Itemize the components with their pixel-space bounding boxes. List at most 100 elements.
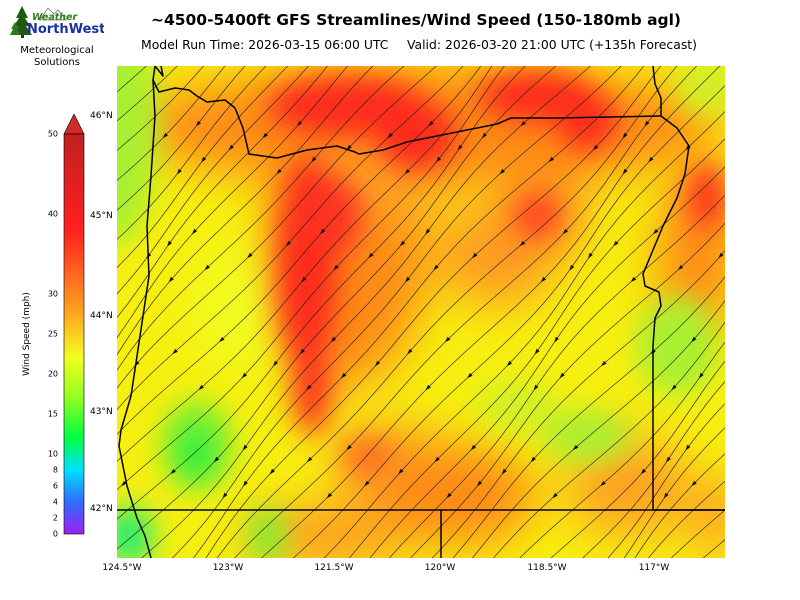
streamline-arrow [425, 384, 431, 391]
streamline-arrow [213, 456, 220, 463]
streamline-arrow [340, 372, 347, 379]
streamline-arrow [559, 372, 565, 379]
latitude-label: 43°N [90, 407, 113, 417]
streamline-arrow [296, 120, 303, 127]
streamline-arrow [387, 132, 393, 139]
streamline-arrow [540, 276, 547, 283]
streamline-arrow [436, 156, 442, 163]
colorbar-tick-label: 10 [47, 449, 58, 459]
streamline-arrow [601, 360, 607, 367]
streamline-arrow [219, 336, 225, 343]
latitude-label: 42°N [90, 504, 113, 514]
model-run-time: Model Run Time: 2026-03-15 06:00 UTC [141, 37, 389, 52]
streamline-arrow [554, 336, 559, 343]
streamline-arrow [407, 348, 413, 355]
colorbar-tick-label: 8 [52, 465, 58, 475]
streamline-arrow [671, 384, 677, 391]
logo-org-text: Meteorological Solutions [10, 45, 104, 69]
streamline [472, 300, 725, 558]
streamline-arrow [481, 132, 487, 139]
streamline-arrow [622, 132, 628, 139]
colorbar-tick-label: 6 [52, 481, 58, 491]
wind-speed-colorbar [63, 113, 85, 535]
streamline-arrow [471, 252, 478, 259]
streamline-arrow [428, 120, 434, 127]
streamline-arrow [467, 372, 473, 379]
streamline-arrow [663, 492, 669, 499]
streamline-arrow [425, 228, 431, 235]
streamline-arrow [691, 480, 697, 487]
streamline-arrow [222, 492, 228, 499]
streamline-arrow [519, 240, 526, 247]
streamline-arrow [306, 384, 312, 391]
streamline-arrow [644, 120, 650, 127]
streamline-arrow [652, 228, 659, 235]
streamline-arrow [374, 360, 381, 367]
streamline [369, 166, 725, 558]
streamline-arrow [168, 276, 174, 283]
logo-org-line-1: Meteorological [20, 45, 94, 56]
streamline-arrow [242, 444, 248, 451]
streamline-arrow [501, 468, 507, 475]
streamline [117, 66, 328, 318]
streamline-arrow [243, 480, 248, 487]
streamline [117, 66, 493, 462]
streamline-arrow [434, 456, 440, 463]
streamline-arrow [311, 156, 317, 163]
streamline-arrow [562, 228, 568, 235]
streamline-arrow [364, 480, 370, 487]
streamline [117, 66, 464, 411]
streamline [431, 250, 725, 558]
colorbar-tick-label: 2 [52, 513, 58, 523]
streamline-arrow [201, 156, 207, 163]
weather-northwest-logo: Weather NorthWest [10, 4, 105, 70]
streamline-arrow [262, 132, 268, 139]
streamline-arrow [685, 444, 691, 451]
streamline-arrow [330, 336, 337, 343]
coastline [152, 66, 662, 159]
latitude-label: 46°N [90, 111, 113, 121]
streamline-arrow [718, 252, 724, 259]
streamline-arrow [530, 456, 536, 463]
streamline-arrow [405, 276, 411, 283]
streamline [623, 427, 725, 558]
latitude-label: 45°N [90, 211, 113, 221]
longitude-label: 121.5°W [314, 563, 354, 573]
streamline-arrow [499, 168, 505, 175]
streamline-arrow [276, 168, 282, 175]
streamline [452, 276, 725, 558]
streamline [141, 66, 591, 558]
streamline-arrow [592, 144, 599, 151]
streamline-arrow [691, 336, 697, 343]
streamline [117, 66, 267, 240]
colorbar-label: Wind Speed (mph) [22, 292, 32, 376]
streamline-arrow [533, 384, 539, 391]
longitude-label: 118.5°W [527, 563, 567, 573]
streamline [493, 321, 725, 558]
map-svg [117, 66, 725, 558]
streamline-arrow [648, 156, 654, 163]
streamline-arrow [162, 132, 168, 139]
streamline-arrow [613, 240, 619, 247]
streamline-arrow [569, 264, 575, 271]
colorbar-bar [63, 133, 85, 535]
streamline-arrow [630, 276, 637, 283]
streamline [117, 66, 349, 339]
streamline-arrow [399, 240, 406, 247]
colorbar-tick-label: 4 [52, 497, 58, 507]
chart-title: ~4500-5400ft GFS Streamlines/Wind Speed … [150, 11, 682, 29]
streamline-arrow [572, 444, 579, 451]
longitude-label: 124.5°W [102, 563, 142, 573]
streamline-arrow [457, 144, 463, 151]
streamline-arrow [198, 384, 204, 391]
streamline-arrow [677, 264, 684, 271]
streamline-arrow [285, 240, 292, 247]
colorbar-tick-label: 30 [47, 289, 58, 299]
streamline-arrow [273, 360, 278, 367]
streamline-arrow [228, 144, 234, 151]
valid-time: Valid: 2026-03-20 21:00 UTC (+135h Forec… [407, 37, 697, 52]
idaho-border [642, 66, 690, 510]
logo-word-northwest: NorthWest [27, 22, 104, 37]
streamline-arrow [476, 480, 483, 487]
streamline-arrow [506, 360, 513, 367]
